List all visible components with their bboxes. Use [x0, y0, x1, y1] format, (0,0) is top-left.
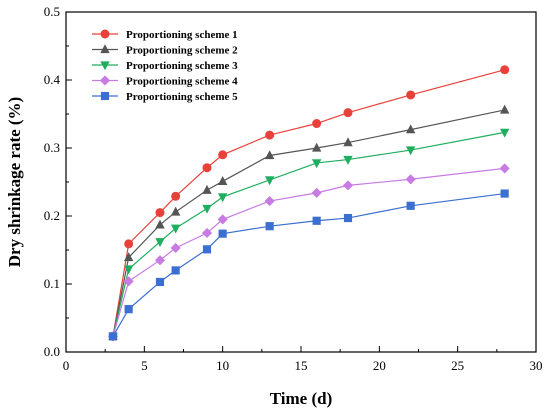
data-point: [155, 208, 165, 218]
data-point: [265, 222, 274, 231]
legend-item: Proportioning scheme 5: [92, 91, 238, 103]
y-tick-label: 0.2: [44, 208, 60, 223]
series-5: [108, 189, 509, 341]
series-3: [108, 128, 510, 342]
data-point: [155, 277, 165, 287]
data-point: [201, 227, 213, 239]
series-line: [112, 167, 505, 337]
legend-marker: [99, 75, 111, 86]
legend-item: Proportioning scheme 1: [92, 29, 238, 41]
data-point: [264, 195, 275, 207]
legend-label: Proportioning scheme 2: [126, 45, 238, 57]
data-point: [406, 201, 415, 210]
data-point: [405, 146, 416, 156]
data-point: [311, 159, 322, 169]
data-point: [202, 163, 212, 173]
x-tick-label: 15: [295, 358, 308, 373]
data-point: [155, 238, 165, 248]
data-point: [500, 189, 509, 198]
data-point: [343, 108, 353, 118]
data-point: [124, 239, 134, 249]
data-point: [124, 305, 133, 314]
legend-label: Proportioning scheme 4: [126, 76, 238, 88]
series-line: [112, 131, 505, 337]
legend-marker: [100, 61, 110, 71]
y-tick-label: 0.1: [44, 276, 60, 291]
legend-marker: [100, 44, 110, 54]
data-point: [218, 150, 228, 160]
y-tick-label: 0.0: [44, 344, 60, 359]
series-4: [107, 163, 510, 342]
data-point: [265, 130, 275, 140]
y-tick-label: 0.3: [44, 140, 60, 155]
data-point: [311, 142, 322, 152]
x-axis: 0 5 10 15 20 25 30: [63, 346, 543, 373]
data-point: [311, 187, 322, 198]
data-point: [202, 184, 212, 194]
data-point: [499, 104, 510, 114]
x-axis-title: Time (d): [270, 389, 333, 408]
data-point: [123, 265, 134, 275]
legend-marker: [100, 91, 110, 101]
data-point: [500, 65, 510, 75]
data-point: [343, 213, 353, 223]
data-point: [123, 252, 134, 262]
data-point: [342, 180, 354, 191]
y-axis: 0.0 0.1 0.2 0.3 0.4 0.5: [44, 4, 72, 359]
data-point: [264, 150, 275, 160]
data-point: [312, 216, 321, 225]
data-point: [170, 224, 181, 234]
data-point: [343, 137, 353, 147]
data-point: [217, 176, 228, 185]
data-point: [264, 176, 275, 186]
data-point: [155, 219, 165, 229]
data-point: [217, 193, 228, 203]
legend-item: Proportioning scheme 2: [92, 44, 238, 57]
data-point: [499, 163, 510, 174]
y-tick-label: 0.5: [44, 4, 60, 19]
data-point: [406, 90, 416, 100]
y-axis-title: Dry shrinkage rate (%): [5, 97, 24, 267]
x-tick-label: 20: [373, 358, 386, 373]
data-point: [123, 276, 134, 287]
x-tick-label: 10: [216, 358, 229, 373]
y-tick-label: 0.4: [44, 72, 61, 87]
data-point: [312, 119, 322, 129]
x-tick-label: 25: [451, 358, 464, 373]
series-2: [108, 104, 510, 341]
data-point: [170, 242, 181, 254]
data-point: [343, 155, 353, 165]
data-point: [202, 245, 212, 254]
data-point: [217, 214, 228, 225]
data-point: [171, 191, 181, 201]
legend-marker: [100, 29, 110, 39]
data-point: [405, 124, 416, 134]
series-line: [112, 69, 505, 337]
data-point: [108, 332, 118, 341]
legend-label: Proportioning scheme 1: [126, 29, 238, 41]
legend-label: Proportioning scheme 3: [126, 60, 238, 72]
legend-label: Proportioning scheme 5: [126, 91, 238, 103]
data-point: [154, 255, 166, 266]
data-point: [170, 206, 181, 216]
data-point: [499, 128, 510, 138]
legend-item: Proportioning scheme 4: [92, 75, 238, 88]
series-layer: [107, 65, 510, 342]
x-tick-label: 5: [141, 358, 148, 373]
legend: Proportioning scheme 1 Proportioning sche…: [92, 29, 238, 103]
data-point: [405, 174, 416, 185]
data-point: [171, 266, 180, 275]
series-1: [108, 65, 510, 341]
data-point: [218, 229, 227, 238]
data-point: [202, 204, 212, 214]
x-tick-label: 0: [63, 358, 70, 373]
legend-item: Proportioning scheme 3: [92, 60, 238, 72]
x-tick-label: 30: [530, 358, 543, 373]
